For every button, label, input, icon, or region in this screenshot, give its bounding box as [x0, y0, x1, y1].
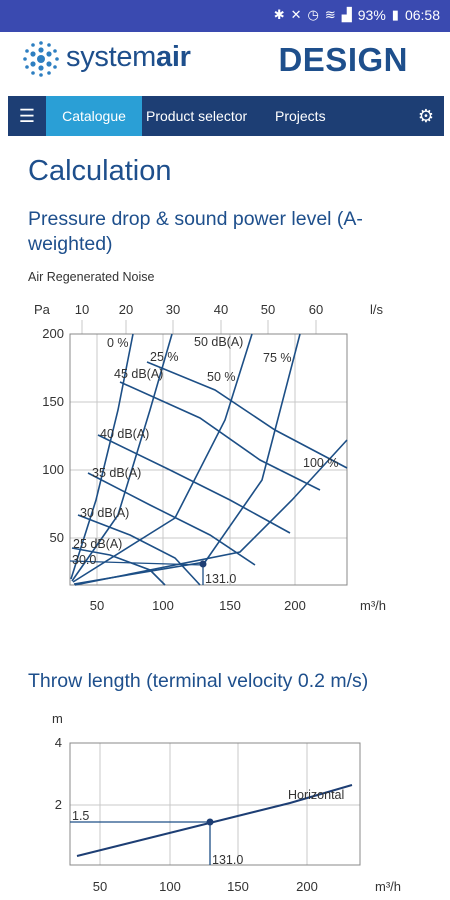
sound-label: 35 dB(A)	[92, 466, 141, 480]
chart2-labels: m 4 2 50 100 150 200 m³/h Horizontal 1.5…	[52, 711, 401, 894]
damper-label: 50 %	[207, 370, 236, 384]
status-icons: ✱ ✕ ◷ ≋ ▟ 93% ▮ 06:58	[274, 7, 440, 23]
chart1-top-unit: l/s	[370, 302, 384, 317]
x-top-tick: 30	[166, 302, 180, 317]
x-top-tick: 20	[119, 302, 133, 317]
section-title-pressure: Pressure drop & sound power level (A-wei…	[28, 208, 363, 255]
x-top-tick: 10	[75, 302, 89, 317]
chart1-sound-curves	[71, 361, 348, 586]
y-tick: 50	[50, 530, 64, 545]
sound-label: 40 dB(A)	[100, 427, 149, 441]
sound-label: 45 dB(A)	[114, 367, 163, 381]
battery-percent: 93%	[357, 7, 386, 23]
y-tick: 2	[55, 797, 62, 812]
chart2-ylabel: m	[52, 711, 63, 726]
brand-light: system	[66, 41, 157, 73]
throw-length-chart: m 4 2 50 100 150 200 m³/h Horizontal 1.5…	[52, 711, 401, 894]
sound-label: 30 dB(A)	[80, 506, 129, 520]
chart2-xlabel: m³/h	[375, 879, 401, 894]
chart1-xlabel: m³/h	[360, 598, 386, 613]
hamburger-icon[interactable]: ☰	[18, 106, 36, 126]
x-tick: 50	[93, 879, 107, 894]
y-tick: 200	[42, 326, 64, 341]
section-subtitle: Air Regenerated Noise	[28, 270, 155, 284]
x-tick: 100	[159, 879, 181, 894]
x-tick: 150	[227, 879, 249, 894]
alarm-icon: ◷	[307, 7, 319, 22]
operating-x-label: 131.0	[212, 853, 243, 867]
y-tick: 4	[55, 735, 62, 750]
x-top-tick: 50	[261, 302, 275, 317]
wifi-icon: ≋	[324, 7, 336, 22]
sound-label: 25 dB(A)	[73, 537, 122, 551]
section-title-throw: Throw length (terminal velocity 0.2 m/s)	[28, 670, 369, 692]
x-bottom-tick: 100	[152, 598, 174, 613]
damper-label: 75 %	[263, 351, 292, 365]
x-bottom-tick: 50	[90, 598, 104, 613]
page-title: Calculation	[28, 155, 172, 187]
sound-label: 50 dB(A)	[194, 335, 243, 349]
x-bottom-tick: 150	[219, 598, 241, 613]
damper-label: 25 %	[150, 350, 179, 364]
bluetooth-icon: ✱	[273, 7, 285, 22]
operating-y-label: 1.5	[72, 809, 89, 823]
chart2-frame	[69, 742, 361, 866]
damper-label: 0 %	[107, 336, 129, 350]
operating-y-label: 30.0	[72, 553, 96, 567]
chart1-tick-labels: Pa l/s 10 20 30 40 50 60 200 150 100 50 …	[34, 302, 386, 613]
chart1-frame	[69, 333, 348, 586]
chart1-damper-curves	[70, 333, 348, 586]
mute-icon: ✕	[290, 7, 302, 22]
systemair-logo-icon	[23, 41, 59, 77]
x-tick: 200	[296, 879, 318, 894]
brand-bold: air	[156, 41, 191, 73]
battery-icon: ▮	[391, 7, 399, 22]
operating-x-label: 131.0	[205, 572, 236, 586]
series-label-horizontal: Horizontal	[288, 788, 344, 802]
pressure-drop-chart: Pa l/s 10 20 30 40 50 60 200 150 100 50 …	[34, 302, 386, 613]
x-bottom-tick: 200	[284, 598, 306, 613]
damper-label: 100 %	[303, 456, 338, 470]
chart1-curve-labels: 0 % 25 % 50 % 75 % 100 % 50 dB(A) 45 dB(…	[72, 335, 338, 586]
chart1-operating-point	[199, 560, 207, 568]
nav-bar: ☰ Catalogue Product selector Projects ⚙	[8, 96, 444, 136]
chart2-horizontal-series	[76, 784, 353, 857]
signal-icon: ▟	[341, 7, 352, 22]
x-top-tick: 40	[214, 302, 228, 317]
tab-projects[interactable]: Projects	[275, 108, 326, 124]
x-top-tick: 60	[309, 302, 323, 317]
chart1-grid	[70, 320, 347, 585]
y-tick: 150	[42, 394, 64, 409]
tab-product-selector[interactable]: Product selector	[146, 108, 248, 124]
chart1-ylabel: Pa	[34, 302, 51, 317]
clock: 06:58	[404, 7, 440, 23]
chart2-operating-point	[206, 818, 214, 826]
tab-catalogue[interactable]: Catalogue	[46, 96, 142, 136]
brand-name: systemair	[66, 41, 191, 74]
status-bar: ✱ ✕ ◷ ≋ ▟ 93% ▮ 06:58	[0, 0, 450, 32]
design-title: DESIGN	[278, 41, 408, 78]
y-tick: 100	[42, 462, 64, 477]
gear-icon[interactable]: ⚙	[417, 106, 434, 126]
